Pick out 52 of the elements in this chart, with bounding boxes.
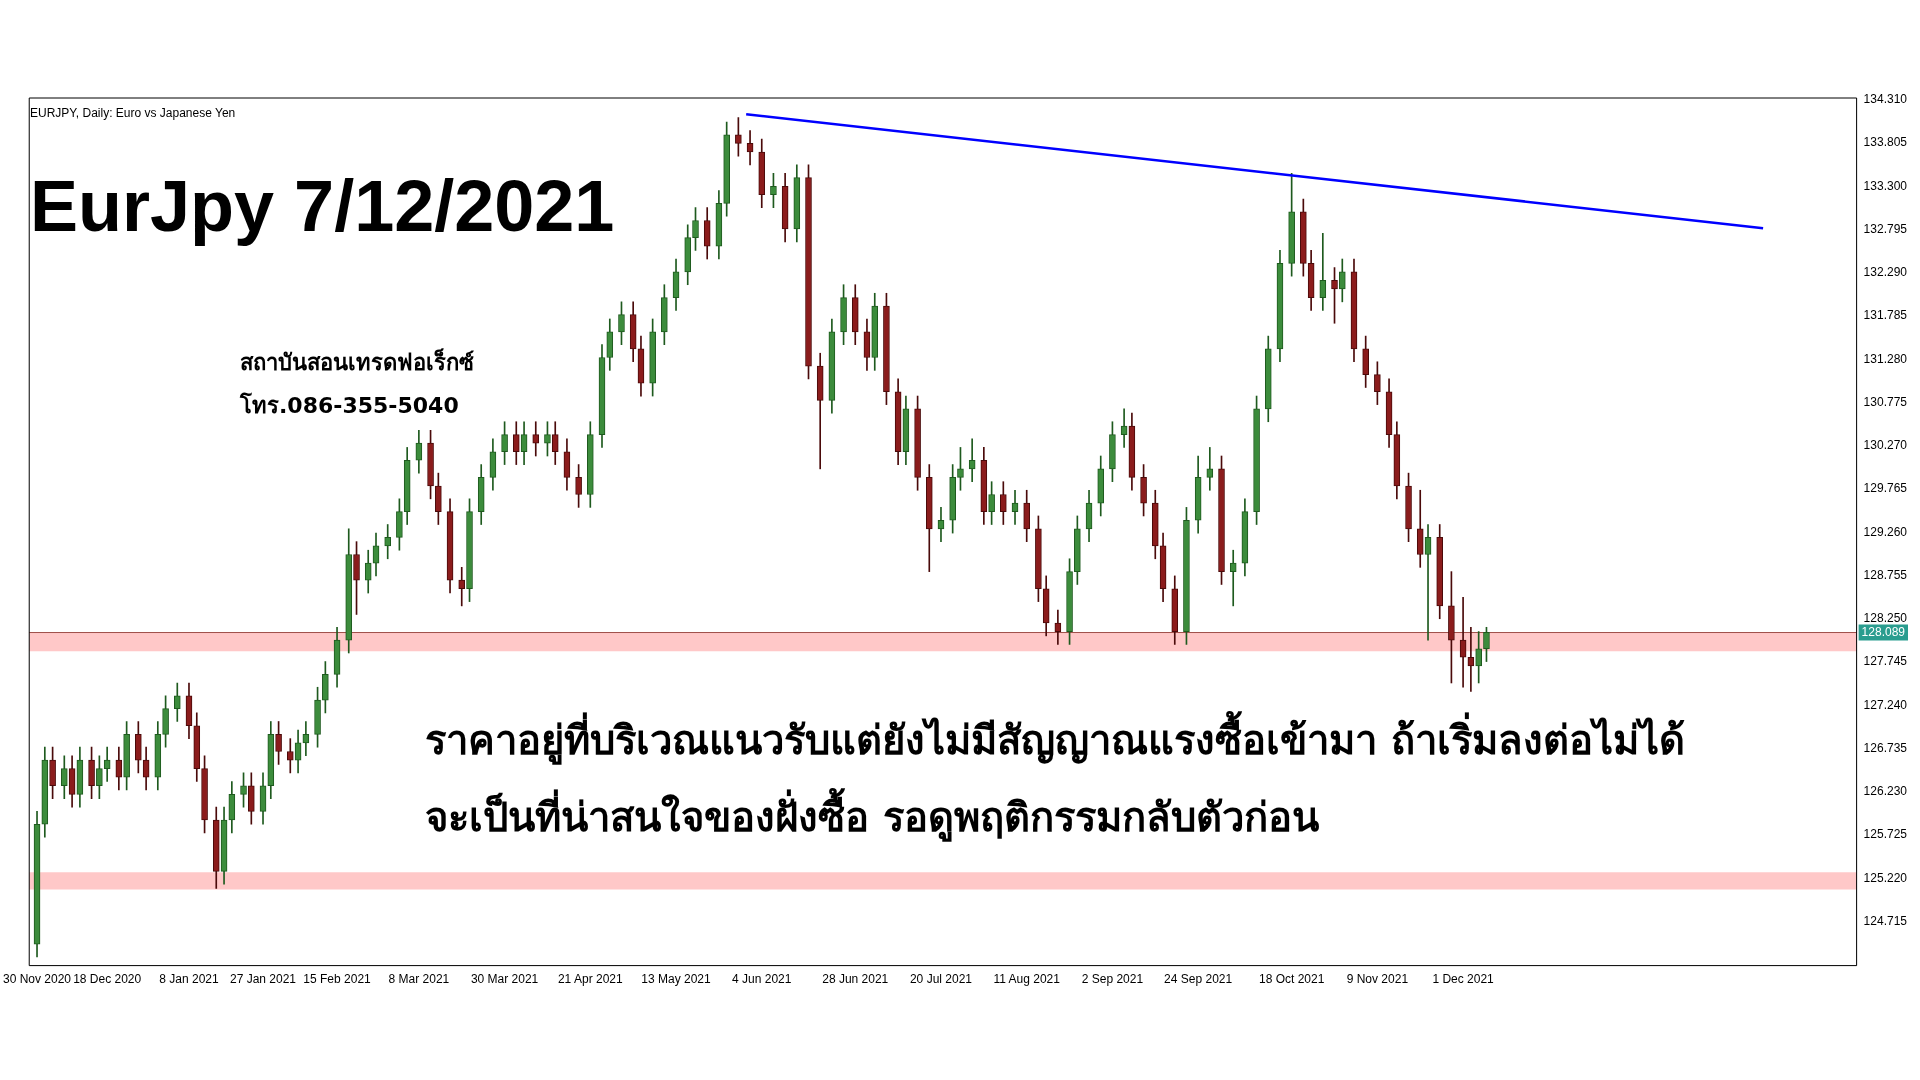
x-tick-label: 18 Oct 2021 [1258,972,1325,987]
x-tick-label: 15 Feb 2021 [303,972,372,987]
y-tick-label: 126.230 [1863,784,1908,799]
y-tick-label: 128.755 [1863,567,1908,582]
x-tick-label: 9 Nov 2021 [1346,972,1409,987]
y-tick-label: 126.735 [1863,740,1908,755]
candlestick [1206,447,1214,491]
y-tick-label: 125.220 [1863,870,1908,885]
x-tick-label: 18 Dec 2020 [73,972,142,987]
y-tick-label: 130.775 [1863,394,1908,409]
ref-line-label: 128.089 [1861,624,1906,639]
y-tick-label: 131.785 [1863,308,1908,323]
y-tick-label: 128.250 [1863,611,1908,626]
y-tick-label: 127.240 [1863,697,1908,712]
x-tick-label: 24 Sep 2021 [1164,972,1233,987]
candlestick [1229,549,1237,607]
y-tick-label: 127.745 [1863,654,1908,669]
candlestick [286,738,294,774]
x-tick-label: 20 Jul 2021 [909,972,973,987]
candlestick [1319,232,1327,311]
y-tick-label: 129.260 [1863,524,1908,539]
y-tick-label: 125.725 [1863,827,1908,842]
candlestick [458,567,466,607]
x-tick-label: 1 Dec 2021 [1432,972,1495,987]
annotation: สถาบันสอนเทรดฟอเร็กซ์ [240,347,474,377]
x-tick-label: 30 Mar 2021 [470,972,539,987]
x-tick-label: 8 Jan 2021 [159,972,219,987]
y-tick-label: 131.280 [1863,351,1908,366]
annotation: จะเป็นที่น่าสนใจของฝั่งซื้อ รอดูพฤติกรรมกลับตัวก่อน [425,787,1319,844]
y-tick-label: 130.270 [1863,438,1908,453]
x-tick-label: 4 Jun 2021 [732,972,792,987]
x-tick-label: 8 Mar 2021 [388,972,450,987]
candlestick [384,524,392,560]
y-tick-label: 129.765 [1863,481,1908,496]
annotation: โทร.086-355-5040 [240,391,459,420]
y-tick-label: 133.805 [1863,135,1908,150]
x-tick-label: 28 Jun 2021 [822,972,889,987]
annotation: EURJPY, Daily: Euro vs Japanese Yen [30,106,236,120]
x-tick-label: 21 Apr 2021 [557,972,623,987]
text: EurJpy 7/12/2021 [30,165,615,247]
y-tick-label: 132.795 [1863,221,1908,236]
candlestick [532,421,540,457]
x-tick-label: 2 Sep 2021 [1081,972,1144,987]
y-tick-label: 134.310 [1863,92,1908,107]
x-tick-label: 27 Jan 2021 [229,972,297,987]
x-tick-label: 13 May 2021 [641,972,712,987]
annotation: ราคาอยู่ที่บริเวณแนวรับแต่ยังไม่มีสัญญาณแรงซื้อเข้ามา ถ้าเริ่มลงต่อไม่ได้ [425,710,1685,767]
y-tick-label: 132.290 [1863,265,1908,280]
y-tick-label: 124.715 [1863,913,1908,928]
x-tick-label: 11 Aug 2021 [993,972,1061,987]
x-tick-label: 30 Nov 2020 [2,972,72,987]
y-tick-label: 133.300 [1863,178,1908,193]
